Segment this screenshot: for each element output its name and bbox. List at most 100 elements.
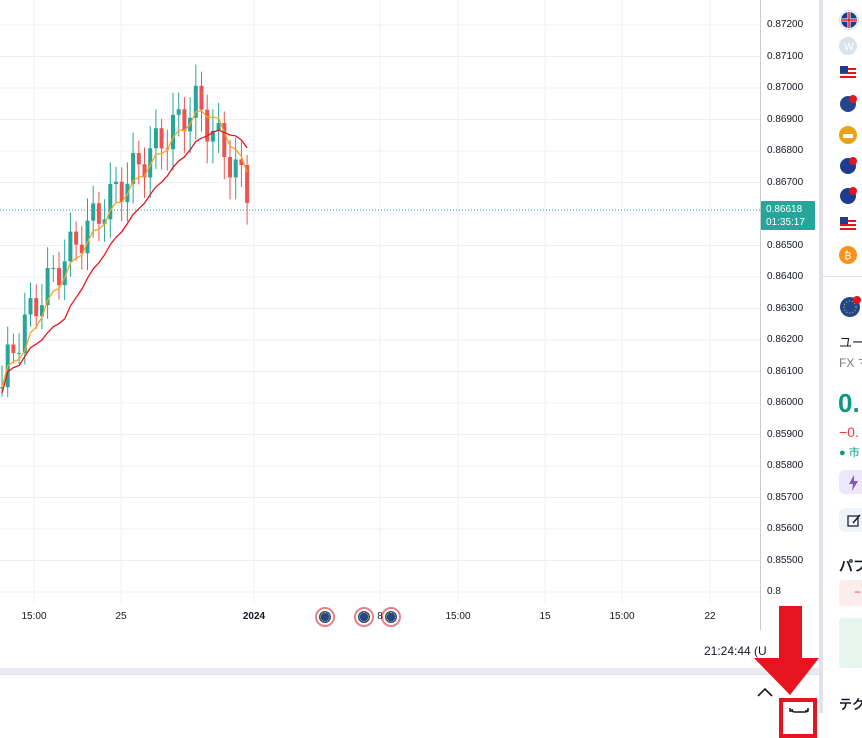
feature-button[interactable] xyxy=(839,470,862,494)
candle-body xyxy=(85,220,90,254)
section-title-2: テク xyxy=(839,697,862,712)
price-tick-label: 0.87000 xyxy=(767,82,804,93)
candle-body xyxy=(62,261,67,286)
candle-body xyxy=(159,128,164,149)
section-title: パフ xyxy=(839,558,862,574)
candle-body xyxy=(228,157,232,178)
economic-event-eu-3[interactable] xyxy=(381,607,401,627)
candle-body xyxy=(57,267,61,286)
candle-body xyxy=(199,85,204,110)
bar-countdown: 01:35:17 xyxy=(766,217,805,228)
price-tick-label: 0.87100 xyxy=(767,50,804,62)
price-tick-label: 0.85500 xyxy=(767,554,804,566)
candle-body xyxy=(205,109,210,142)
candle-body xyxy=(136,152,141,165)
candle-body xyxy=(34,298,39,317)
candle-body xyxy=(74,231,79,245)
time-tick-label: 2024 xyxy=(242,611,266,622)
us-flag-icon[interactable] xyxy=(839,65,857,83)
price-change: −0. xyxy=(839,424,859,440)
price-tick-label: 0.86200 xyxy=(767,334,804,345)
price-tick-label: 0.85600 xyxy=(767,523,804,534)
time-tick-label: 22 xyxy=(704,611,716,622)
price-tick-label: 0.85700 xyxy=(767,491,804,503)
price-tick-label: 0.8 xyxy=(767,586,781,597)
bottom-panel xyxy=(0,674,822,714)
candle-body xyxy=(68,231,73,262)
lightning-icon xyxy=(849,475,858,491)
au-flag-icon[interactable] xyxy=(839,157,857,175)
candle-body xyxy=(153,128,158,149)
current-price: 0.86618 xyxy=(766,204,803,215)
current-price-badge: 0.86618 01:35:17 xyxy=(761,201,815,230)
note-button[interactable] xyxy=(839,508,862,532)
price-tick-label: 0.87200 xyxy=(767,19,804,30)
candle-body xyxy=(142,164,147,178)
price-tick-label: 0.86900 xyxy=(767,113,804,125)
price-chart[interactable] xyxy=(0,0,760,630)
w-logo-icon[interactable]: W xyxy=(839,37,857,55)
candle-body xyxy=(17,352,22,354)
price-tick-label: 0.86000 xyxy=(767,397,804,408)
candle-body xyxy=(233,159,238,178)
price-tick-label: 0.85800 xyxy=(767,460,804,471)
candle-body xyxy=(11,344,16,354)
price-tick-label: 0.86300 xyxy=(767,302,804,314)
nz-flag-icon[interactable] xyxy=(839,187,857,205)
last-price: 0. xyxy=(838,388,860,418)
candle-body xyxy=(45,268,50,306)
panel-separator[interactable] xyxy=(819,0,823,713)
eu-us-flag-icon[interactable] xyxy=(839,95,857,113)
price-tick-label: 0.86500 xyxy=(767,239,804,251)
candle-body xyxy=(39,305,44,317)
candle-body xyxy=(245,165,250,203)
ma-fast-line xyxy=(1,110,248,388)
candle-body xyxy=(239,159,244,166)
candle-body xyxy=(193,85,198,118)
time-tick-label: 8 xyxy=(377,611,383,622)
economic-event-eu-2[interactable] xyxy=(354,607,374,627)
candle-body xyxy=(171,114,175,150)
time-tick-label: 15:00 xyxy=(609,611,635,622)
time-tick-label: 15:00 xyxy=(21,611,47,622)
red-arrow-annotation xyxy=(754,606,819,695)
candle-body xyxy=(79,244,84,254)
price-tick-label: 0.86100 xyxy=(767,365,804,377)
candle-body xyxy=(28,298,33,315)
economic-event-eu-1[interactable] xyxy=(315,607,335,627)
bitcoin-icon[interactable]: ₿ xyxy=(839,246,857,264)
gold-icon[interactable] xyxy=(839,126,857,144)
candle-body xyxy=(91,203,96,221)
chart-area[interactable] xyxy=(0,0,760,630)
ma-slow-line xyxy=(1,129,248,394)
timezone-clock[interactable]: 21:24:44 (U xyxy=(704,644,767,658)
time-tick-label: 15:00 xyxy=(445,611,471,622)
right-sidebar: W ₿ ユー FX マ 0. −0. ● 市 パフ − テク xyxy=(823,0,862,713)
performance-cell-2 xyxy=(839,618,862,668)
gb-flag-icon[interactable] xyxy=(839,10,859,30)
svg-text:W: W xyxy=(844,42,854,53)
highlight-box xyxy=(779,698,817,738)
symbol-name: ユー xyxy=(839,335,862,350)
candle-body xyxy=(119,181,124,203)
time-tick-label: 25 xyxy=(115,611,127,622)
price-tick-label: 0.86400 xyxy=(767,271,804,282)
chevron-up-icon[interactable] xyxy=(756,686,774,698)
svg-text:₿: ₿ xyxy=(844,250,851,262)
price-scale[interactable]: 0.87200 0.87100 0.87000 0.86900 0.86800 0.867… xyxy=(761,0,819,630)
panel-resize-handle[interactable] xyxy=(0,668,822,674)
market-status: ● 市 xyxy=(839,447,860,459)
edit-icon xyxy=(847,514,861,527)
candle-body xyxy=(148,148,153,178)
candle-body xyxy=(216,123,221,131)
candle-body xyxy=(176,109,181,115)
candle-body xyxy=(102,219,107,224)
us-jp-flag-icon[interactable] xyxy=(839,216,857,234)
candle-body xyxy=(222,123,227,158)
candle-body xyxy=(114,181,118,184)
candle-body xyxy=(131,152,136,184)
candle-body xyxy=(51,267,56,269)
price-tick-label: 0.85900 xyxy=(767,428,804,440)
candle-body xyxy=(108,183,113,220)
candle-body xyxy=(210,130,215,142)
